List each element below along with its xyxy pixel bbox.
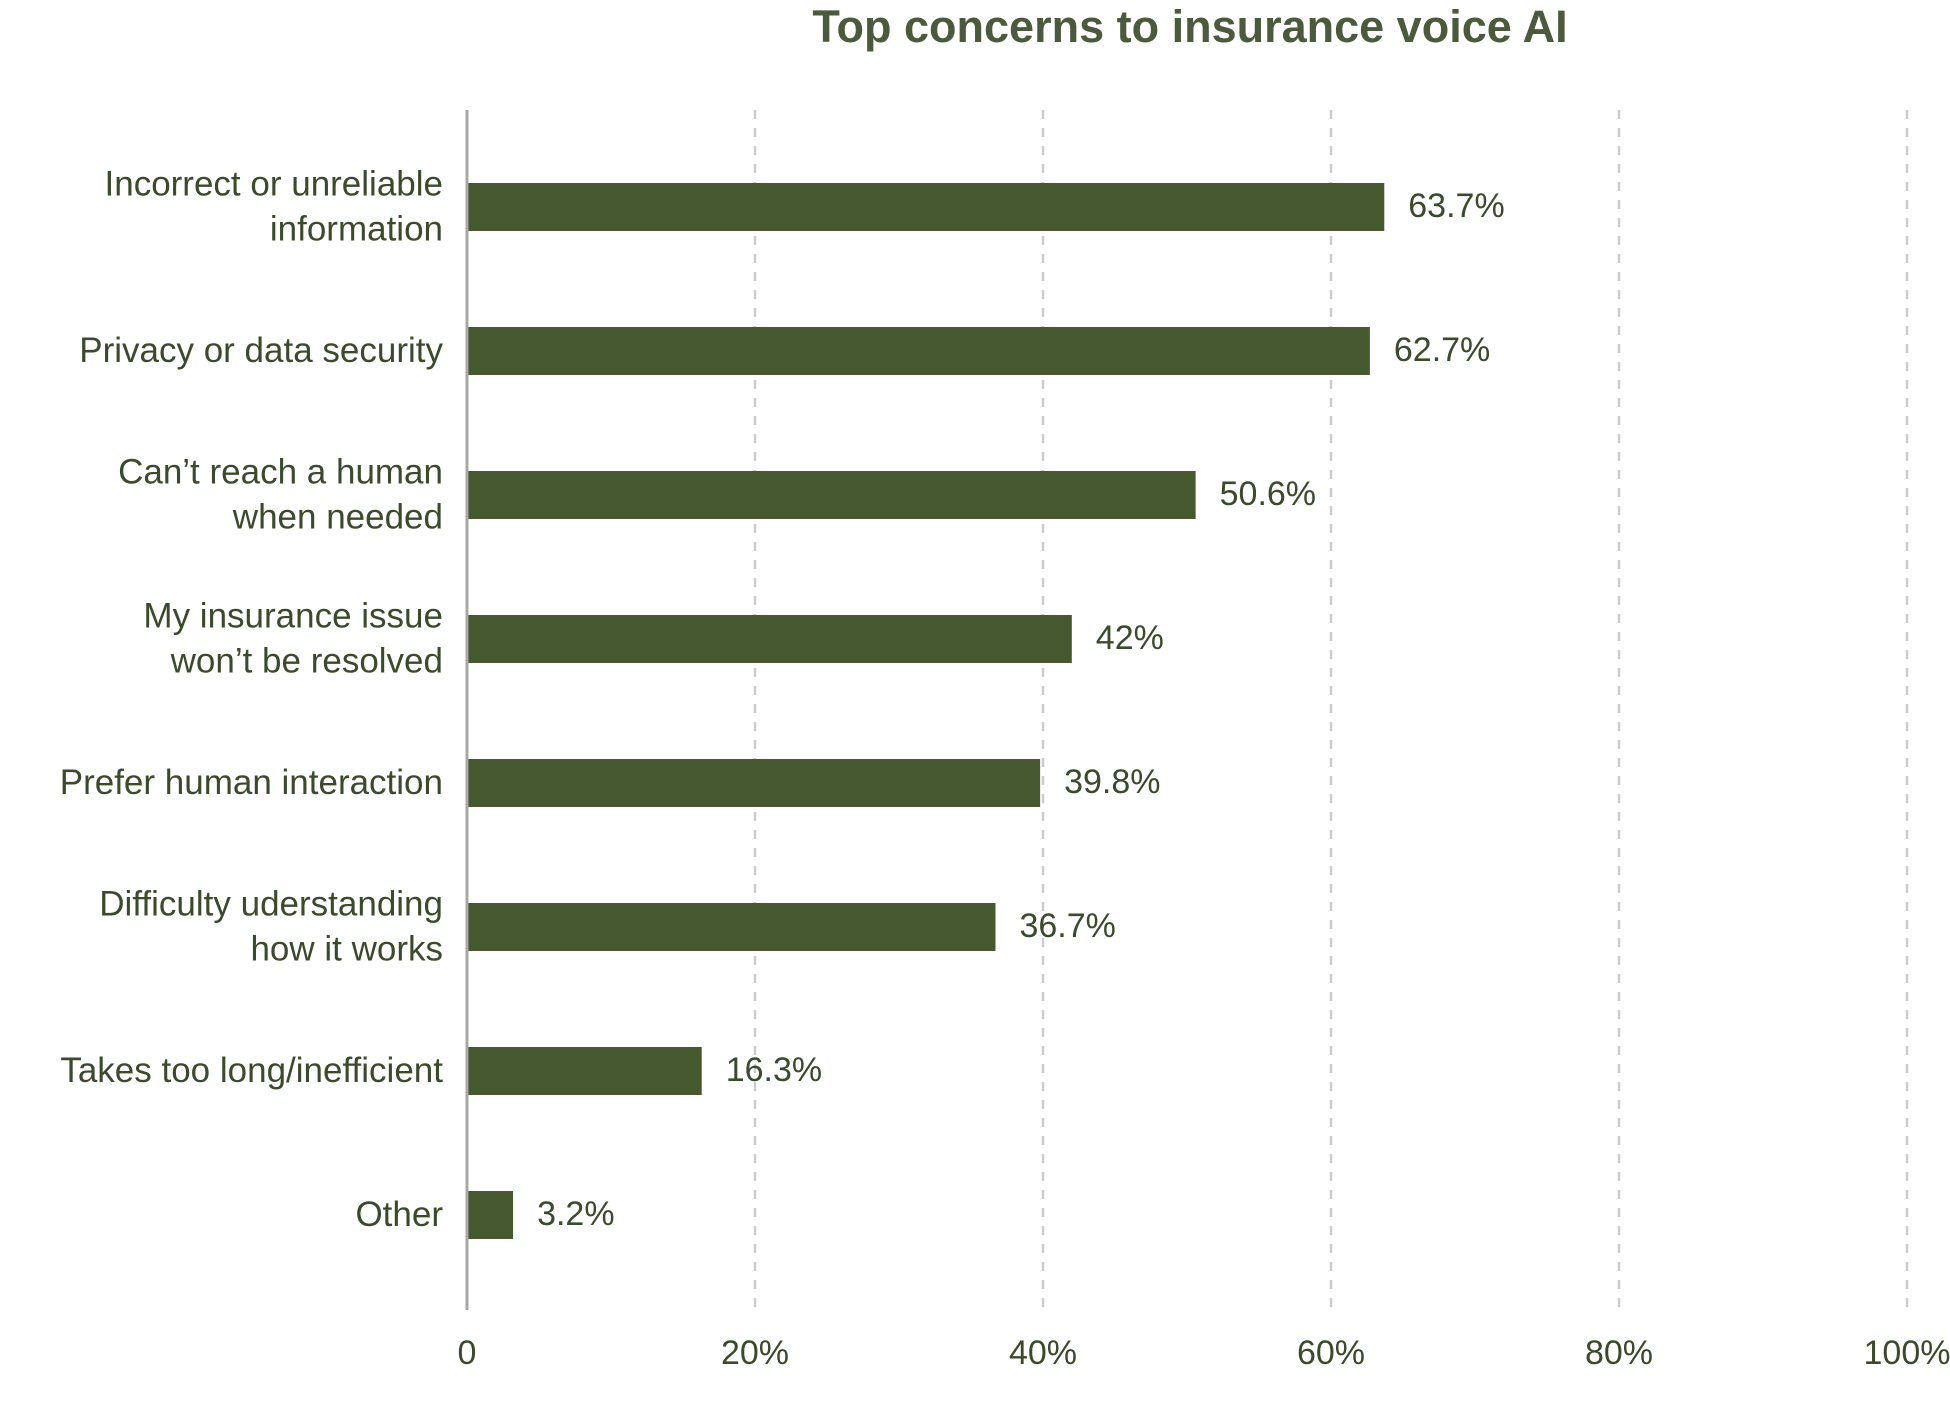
x-tick-label: 60% [1297, 1334, 1365, 1372]
data-label: 62.7% [1394, 331, 1490, 369]
bar [467, 1191, 514, 1239]
chart-title: Top concerns to insurance voice AI [812, 1, 1567, 52]
bar [467, 903, 996, 951]
category-label: Can’t reach a human [118, 453, 443, 492]
category-label: Privacy or data security [79, 331, 443, 370]
x-tick-label: 20% [721, 1334, 789, 1372]
data-label: 42% [1096, 619, 1164, 657]
category-label: Takes too long/inefficient [60, 1051, 443, 1090]
gridlines [753, 110, 1909, 1310]
data-label: 16.3% [726, 1051, 822, 1089]
category-label: Prefer human interaction [60, 763, 443, 802]
x-tick-label: 100% [1864, 1334, 1950, 1372]
data-label: 63.7% [1408, 187, 1504, 225]
category-label: Incorrect or unreliable [105, 165, 444, 204]
bar [467, 615, 1072, 663]
bars [467, 183, 1385, 1239]
category-label: Other [355, 1195, 443, 1234]
category-label: when needed [232, 498, 443, 537]
bar [467, 1047, 702, 1095]
x-tick-label: 80% [1585, 1334, 1653, 1372]
x-tick-label: 40% [1009, 1334, 1077, 1372]
category-label: won’t be resolved [170, 642, 443, 681]
category-labels: Incorrect or unreliable information Privac… [60, 165, 444, 1235]
data-labels: 63.7% 62.7% 50.6% 42% 39.8% 36.7% 16.3% 3.2% [537, 187, 1505, 1233]
bar [467, 471, 1196, 519]
bar [467, 183, 1385, 231]
category-label: My insurance issue [143, 597, 443, 636]
data-label: 3.2% [537, 1195, 615, 1233]
bar [467, 759, 1041, 807]
data-label: 36.7% [1019, 907, 1115, 945]
x-tick-label: 0 [458, 1334, 477, 1372]
category-label: information [270, 210, 443, 249]
category-label: Difficulty uderstanding [99, 885, 443, 924]
data-label: 50.6% [1220, 475, 1316, 513]
category-label: how it works [250, 930, 443, 969]
bar [467, 327, 1370, 375]
x-axis-ticks: 0 20% 40% 60% 80% 100% [458, 1334, 1950, 1372]
data-label: 39.8% [1064, 763, 1160, 801]
